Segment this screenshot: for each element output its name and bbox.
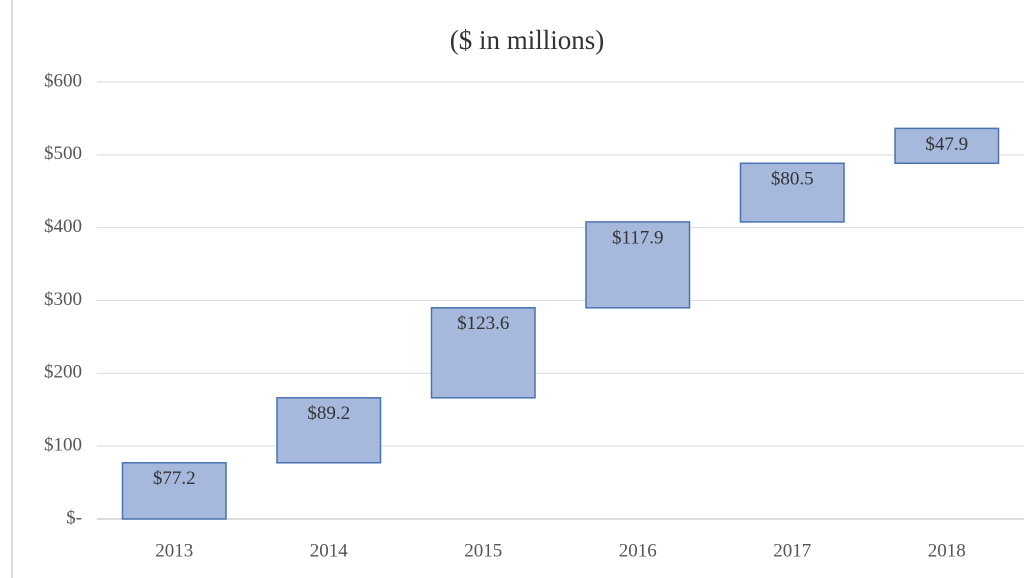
bar: [739, 162, 845, 223]
x-tick-label: 2017: [773, 540, 811, 561]
data-label: $80.5: [771, 169, 814, 190]
x-tick-label: 2015: [464, 540, 502, 561]
data-label: $47.9: [925, 134, 968, 155]
y-tick-label: $500: [44, 143, 82, 164]
bar: [585, 221, 691, 309]
bar: [430, 307, 536, 399]
bar: [121, 462, 227, 520]
data-label: $117.9: [612, 227, 664, 248]
y-tick-label: $200: [44, 362, 82, 383]
x-tick-label: 2013: [155, 540, 193, 561]
y-tick-label: $300: [44, 289, 82, 310]
y-tick-label: $100: [44, 435, 82, 456]
chart-title: ($ in millions): [450, 25, 605, 55]
bar: [276, 397, 382, 464]
data-label: $77.2: [153, 468, 196, 489]
y-tick-label: $-: [66, 507, 82, 528]
x-tick-label: 2018: [928, 540, 966, 561]
data-label: $89.2: [307, 403, 350, 424]
x-tick-label: 2014: [310, 540, 349, 561]
y-tick-label: $600: [44, 70, 82, 91]
bar: [894, 127, 1000, 165]
x-tick-label: 2016: [619, 540, 657, 561]
data-label: $123.6: [457, 313, 509, 334]
y-tick-label: $400: [44, 216, 82, 237]
